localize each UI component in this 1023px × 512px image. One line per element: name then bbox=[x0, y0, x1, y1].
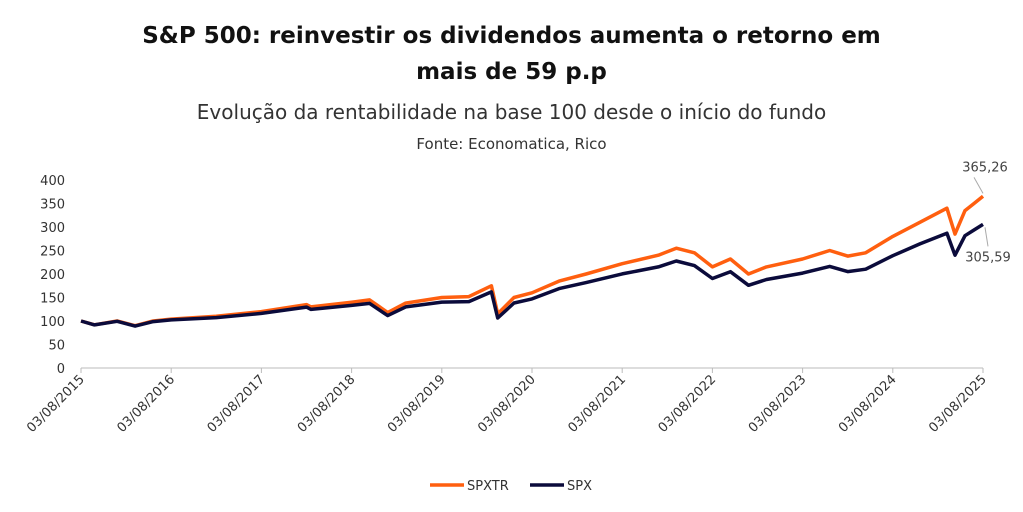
title-line-1: S&P 500: reinvestir os dividendos aument… bbox=[142, 23, 881, 49]
y-tick-label: 100 bbox=[40, 315, 65, 330]
y-tick-label: 0 bbox=[57, 362, 65, 377]
y-tick-label: 150 bbox=[40, 292, 65, 307]
x-tick-label: 03/08/2019 bbox=[385, 372, 449, 436]
leader-line bbox=[973, 177, 984, 194]
chart-source: Fonte: Economatica, Rico bbox=[416, 135, 607, 153]
x-tick-label: 03/08/2025 bbox=[926, 372, 990, 436]
chart-subtitle: Evolução da rentabilidade na base 100 de… bbox=[196, 100, 827, 124]
y-tick-label: 400 bbox=[40, 174, 65, 189]
y-tick-label: 200 bbox=[40, 268, 65, 283]
legend-label-spx: SPX bbox=[567, 479, 592, 494]
y-tick-label: 250 bbox=[40, 245, 65, 260]
x-tick-label: 03/08/2020 bbox=[475, 372, 539, 436]
y-tick-label: 300 bbox=[40, 221, 65, 236]
series-line-spxtr bbox=[80, 194, 985, 328]
legend-label-spxtr: SPXTR bbox=[467, 479, 509, 494]
title-line-2: mais de 59 p.p bbox=[416, 59, 607, 85]
x-tick-label: 03/08/2023 bbox=[746, 372, 810, 436]
leader-line bbox=[984, 227, 989, 247]
x-tick-label: 03/08/2017 bbox=[205, 372, 269, 436]
end-label-spxtr: 365,26 bbox=[962, 160, 1008, 175]
x-tick-label: 03/08/2021 bbox=[565, 372, 629, 436]
x-tick-label: 03/08/2022 bbox=[656, 372, 720, 436]
y-tick-label: 50 bbox=[48, 339, 65, 354]
x-tick-label: 03/08/2018 bbox=[295, 372, 359, 436]
x-tick-label: 03/08/2016 bbox=[114, 372, 178, 436]
y-tick-label: 350 bbox=[40, 198, 65, 213]
x-tick-label: 03/08/2015 bbox=[24, 372, 88, 436]
end-label-spx: 305,59 bbox=[965, 250, 1011, 265]
x-tick-label: 03/08/2024 bbox=[836, 372, 900, 436]
series-line-spx bbox=[80, 222, 984, 328]
chart-title: S&P 500: reinvestir os dividendos aument… bbox=[0, 18, 1023, 90]
